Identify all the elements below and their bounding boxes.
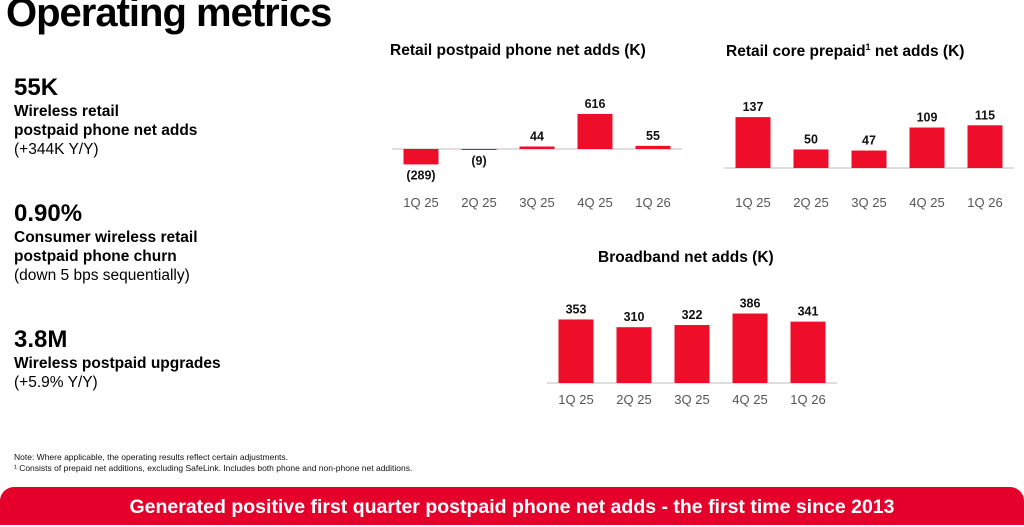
bar bbox=[967, 125, 1003, 168]
page-title: Operating metrics bbox=[6, 0, 332, 35]
tick-label: 3Q 25 bbox=[519, 195, 554, 210]
metric-value: 0.90% bbox=[14, 200, 83, 227]
chart-title-broadband: Broadband net adds (K) bbox=[598, 249, 774, 266]
metric-label: Wireless postpaid upgrades bbox=[14, 355, 221, 372]
metric-upgrades: 3.8M Wireless postpaid upgrades (+5.9% Y… bbox=[14, 326, 221, 393]
chart-title-text: Retail core prepaid bbox=[726, 43, 866, 61]
data-label: 50 bbox=[804, 132, 818, 146]
data-label: 322 bbox=[682, 308, 703, 322]
tick-label: 1Q 26 bbox=[635, 195, 670, 210]
data-label: 55 bbox=[646, 129, 660, 143]
tick-label: 3Q 25 bbox=[674, 392, 709, 407]
chart-title-suffix: net adds (K) bbox=[870, 43, 965, 61]
tick-label: 4Q 25 bbox=[577, 195, 612, 210]
tick-label: 1Q 25 bbox=[558, 392, 593, 407]
tick-label: 3Q 25 bbox=[851, 195, 886, 210]
data-label: 310 bbox=[624, 310, 645, 324]
metric-label: postpaid phone churn bbox=[14, 248, 177, 265]
tick-label: 1Q 25 bbox=[735, 195, 770, 210]
tick-label: 1Q 25 bbox=[403, 195, 438, 210]
data-label: (9) bbox=[471, 154, 486, 168]
data-label: 386 bbox=[740, 297, 761, 311]
bar bbox=[403, 149, 439, 165]
bar bbox=[674, 325, 710, 383]
data-label: 616 bbox=[585, 97, 606, 111]
metric-value: 55K bbox=[14, 74, 59, 101]
metric-sub: (down 5 bps sequentially) bbox=[14, 267, 190, 284]
metric-label: Wireless retail bbox=[14, 103, 119, 120]
tick-label: 1Q 26 bbox=[790, 392, 825, 407]
metric-churn: 0.90% Consumer wireless retail postpaid … bbox=[14, 200, 198, 286]
tick-label: 2Q 25 bbox=[461, 195, 496, 210]
data-label: 47 bbox=[862, 134, 876, 148]
data-label: 109 bbox=[917, 111, 938, 125]
tick-label: 1Q 26 bbox=[967, 195, 1002, 210]
bar bbox=[635, 145, 671, 149]
bar bbox=[461, 149, 497, 150]
data-label: 137 bbox=[743, 100, 764, 114]
bar bbox=[616, 327, 652, 383]
footnote-marker: 1 bbox=[865, 42, 871, 52]
bar bbox=[577, 113, 613, 149]
metric-value: 3.8M bbox=[14, 326, 68, 353]
metric-net-adds: 55K Wireless retail postpaid phone net a… bbox=[14, 74, 197, 160]
tick-label: 4Q 25 bbox=[909, 195, 944, 210]
metric-sub: (+5.9% Y/Y) bbox=[14, 374, 98, 391]
metric-label: Consumer wireless retail bbox=[14, 229, 198, 246]
data-label: 44 bbox=[530, 129, 544, 143]
bar bbox=[909, 127, 945, 168]
notes: Note: Where applicable, the operating re… bbox=[14, 452, 412, 474]
bar bbox=[735, 117, 771, 168]
data-label: 341 bbox=[798, 305, 819, 319]
bar bbox=[558, 319, 594, 383]
note-footnote: ¹ Consists of prepaid net additions, exc… bbox=[14, 463, 413, 473]
tick-label: 4Q 25 bbox=[732, 392, 767, 407]
data-label: (289) bbox=[406, 168, 435, 182]
tick-label: 2Q 25 bbox=[793, 195, 828, 210]
bar bbox=[793, 149, 829, 168]
bar bbox=[732, 313, 768, 383]
metric-sub: (+344K Y/Y) bbox=[14, 141, 99, 158]
highlight-banner: Generated positive first quarter postpai… bbox=[0, 487, 1024, 525]
bar bbox=[519, 146, 555, 149]
chart-title-prepaid: Retail core prepaid1 net adds (K) bbox=[726, 42, 964, 61]
metric-label: postpaid phone net adds bbox=[14, 122, 198, 139]
bar bbox=[851, 150, 887, 168]
bar bbox=[790, 321, 826, 383]
chart-title-postpaid: Retail postpaid phone net adds (K) bbox=[390, 42, 646, 59]
tick-label: 2Q 25 bbox=[616, 392, 651, 407]
data-label: 353 bbox=[566, 302, 587, 316]
data-label: 115 bbox=[975, 108, 995, 122]
note-adjustments: Note: Where applicable, the operating re… bbox=[14, 452, 289, 462]
